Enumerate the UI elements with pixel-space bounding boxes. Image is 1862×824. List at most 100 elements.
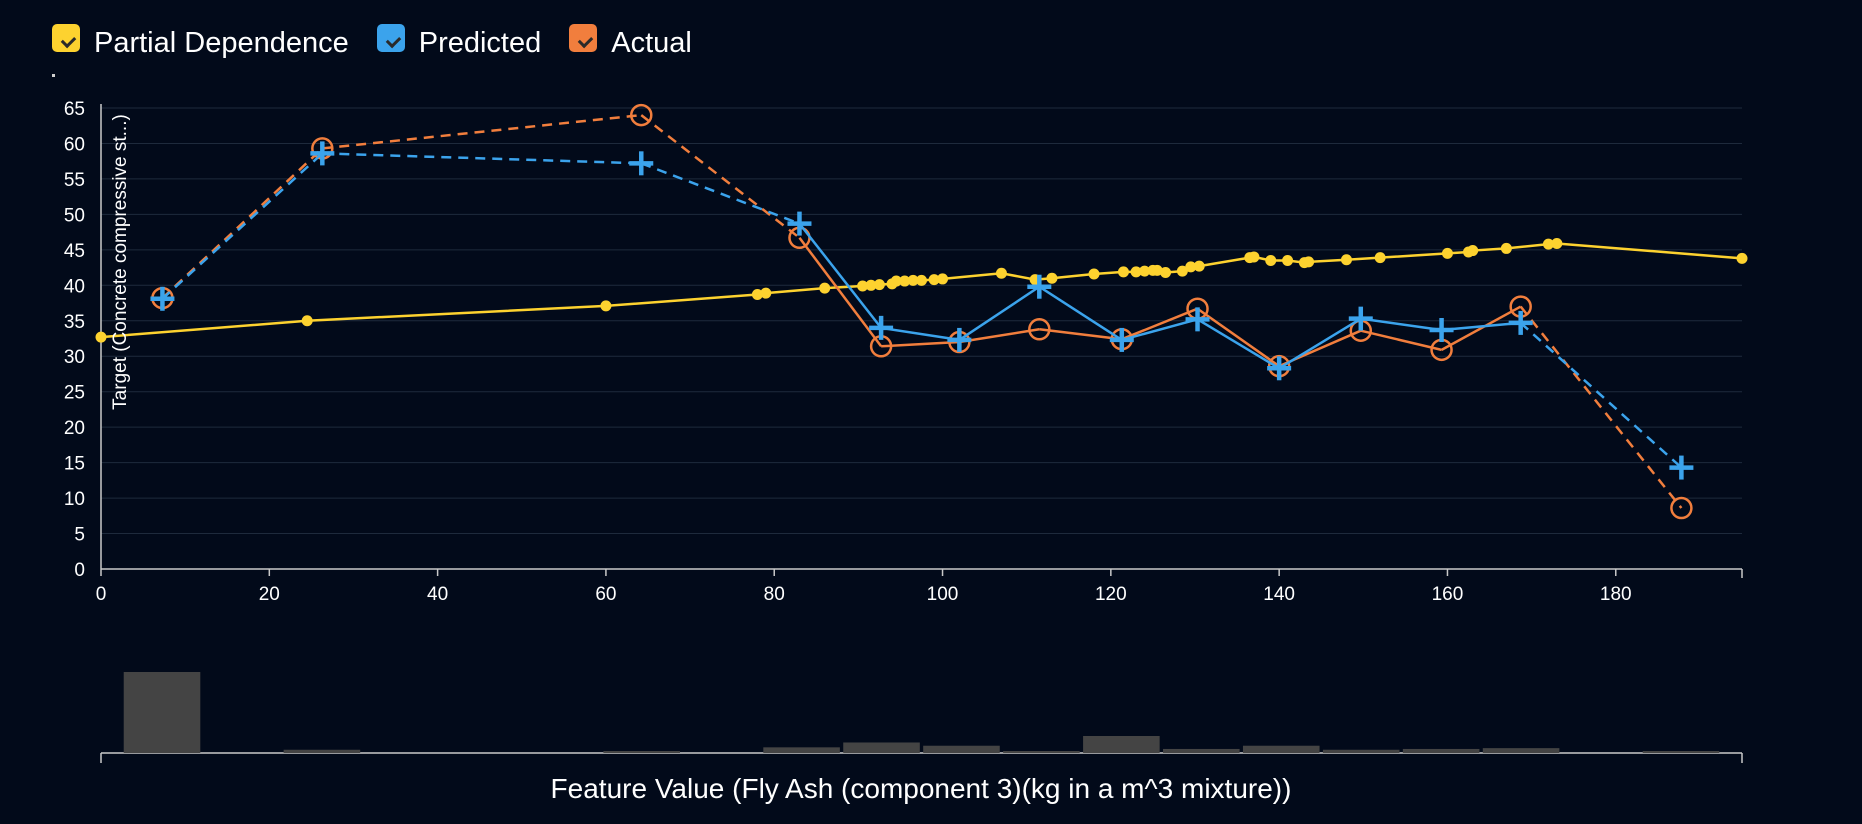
pd-point — [1467, 245, 1479, 257]
y-tick-label: 50 — [64, 205, 85, 226]
pd-point — [1130, 266, 1142, 278]
pd-point — [890, 275, 902, 287]
pd-point — [995, 267, 1007, 279]
predicted-segment — [161, 152, 324, 300]
pd-point — [857, 280, 869, 292]
y-tick-label: 35 — [64, 312, 85, 333]
predicted-point — [1508, 310, 1533, 335]
predicted-point — [1669, 455, 1694, 480]
actual-segment — [161, 147, 324, 299]
pd-point — [751, 289, 763, 301]
legend-item-partial-dependence[interactable]: Partial Dependence — [52, 24, 349, 60]
actual-point — [630, 103, 653, 127]
legend-item-predicted[interactable]: Predicted — [376, 24, 542, 60]
pd-point — [1441, 247, 1453, 259]
pd-point — [1500, 242, 1512, 254]
histogram-bar — [603, 751, 680, 753]
histogram-bar — [123, 672, 201, 753]
predicted-segment — [322, 152, 642, 165]
predicted-point — [869, 315, 894, 340]
x-axis-title: Feature Value (Fly Ash (component 3)(kg … — [550, 773, 1292, 804]
y-tick-label: 65 — [64, 99, 85, 120]
predicted-segment — [1519, 321, 1683, 469]
pd-point — [1193, 260, 1205, 272]
pd-point — [907, 274, 919, 286]
x-tick-label: 40 — [427, 584, 448, 605]
legend-label-partial-dependence: Partial Dependence — [94, 26, 349, 59]
histogram-bar — [1163, 748, 1240, 753]
predicted-segment — [958, 285, 1041, 341]
histogram-bar — [923, 745, 1000, 753]
predicted-point — [1348, 306, 1373, 331]
pd-point — [1303, 256, 1315, 268]
pd-point — [1374, 252, 1386, 264]
y-tick-label: 30 — [64, 347, 85, 368]
legend-item-actual[interactable]: Actual — [569, 24, 692, 60]
histogram-bar — [1322, 749, 1400, 753]
predicted-point — [310, 141, 335, 166]
histogram-bar — [763, 747, 840, 753]
pd-point — [899, 275, 911, 287]
x-tick-label: 0 — [96, 584, 107, 605]
predicted-segment — [1278, 317, 1362, 370]
pd-point — [873, 279, 885, 291]
histogram-bar — [283, 749, 361, 753]
predicted-segment — [1196, 318, 1280, 370]
pd-point — [1542, 238, 1554, 250]
predicted-segment — [1441, 321, 1521, 332]
pd-point — [95, 331, 107, 343]
legend-label-predicted: Predicted — [418, 26, 542, 59]
pd-point — [1139, 265, 1151, 277]
y-tick-label: 60 — [64, 134, 85, 155]
pd-point — [1736, 252, 1748, 264]
predicted-point — [1267, 356, 1292, 381]
histogram-bar — [1242, 745, 1320, 753]
legend: Partial Dependence Predicted Actual — [52, 18, 720, 68]
predicted-segment — [1360, 317, 1442, 332]
pd-point — [1248, 251, 1260, 263]
y-tick-label: 5 — [74, 525, 85, 546]
x-axis-title-container: Feature Value (Fly Ash (component 3)(kg … — [0, 773, 1862, 805]
actual-segment — [1039, 328, 1122, 341]
axes: 0 5 10 15 20 25 30 35 40 45 50 55 60 65 0 20 40 60 80 100 12… — [64, 99, 1743, 605]
pd-point — [916, 274, 927, 286]
checkbox-predicted[interactable] — [376, 24, 405, 52]
pd-point — [928, 274, 940, 286]
x-tick-label: 80 — [764, 584, 785, 605]
y-tick-label: 40 — [64, 276, 85, 297]
actual-segment — [881, 340, 960, 348]
checkbox-partial-dependence[interactable] — [52, 24, 80, 52]
series — [95, 103, 1748, 520]
predicted-point — [150, 286, 175, 311]
predicted-point — [1185, 307, 1210, 332]
pd-point — [760, 287, 772, 299]
pd-point — [600, 300, 612, 312]
pd-point — [1151, 264, 1163, 276]
actual-segment — [322, 113, 642, 150]
pd-point — [1185, 261, 1197, 273]
pd-point — [1176, 265, 1188, 277]
y-tick-label: 15 — [64, 454, 85, 475]
x-tick-label: 140 — [1263, 584, 1295, 605]
histogram-bar — [1083, 735, 1160, 753]
pd-point — [1088, 268, 1100, 280]
pd-point — [301, 315, 313, 327]
actual-segment — [1196, 307, 1280, 368]
pd-point — [1282, 254, 1294, 266]
y-tick-label: 20 — [64, 418, 85, 439]
actual-point — [1670, 496, 1693, 520]
pd-point — [937, 273, 949, 285]
predicted-segment — [1121, 318, 1198, 342]
actual-point — [1028, 318, 1051, 341]
y-tick-label: 45 — [64, 241, 85, 262]
predicted-point — [1109, 327, 1134, 352]
x-tick-label: 20 — [259, 584, 280, 605]
actual-segment — [798, 237, 883, 348]
histogram-bar — [1482, 748, 1560, 753]
checkbox-actual[interactable] — [569, 24, 598, 52]
pd-point — [1340, 254, 1352, 266]
y-tick-label: 0 — [74, 560, 85, 581]
pd-point — [1265, 254, 1277, 266]
actual-segment — [1360, 329, 1442, 352]
